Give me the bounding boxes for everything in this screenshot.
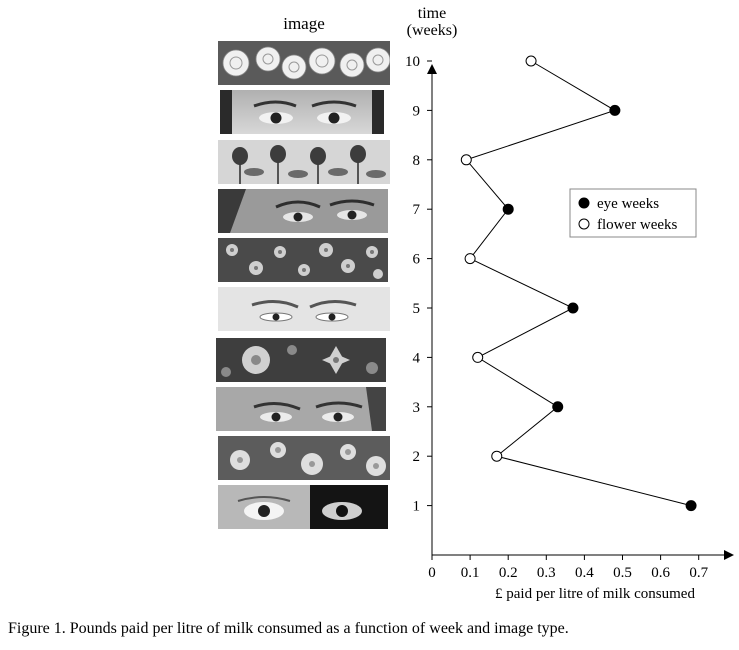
image-column-header: image — [283, 14, 325, 33]
image-strip-week-4-lilies — [216, 338, 386, 382]
y-axis-label-line2: (weeks) — [407, 22, 458, 39]
x-tick-label: 0 — [428, 565, 436, 581]
data-point-week-3-eye — [552, 401, 564, 413]
x-tick-labels: 0 0.1 0.2 0.3 0.4 0.5 0.6 0.7 — [428, 555, 709, 581]
x-tick-label: 0.6 — [651, 565, 670, 581]
y-tick-label: 3 — [413, 400, 421, 416]
image-strip-week-2-flowers — [218, 436, 390, 480]
y-tick-label: 6 — [413, 252, 421, 268]
x-tick-label: 0.5 — [613, 565, 632, 581]
image-strip-week-1-eyes — [218, 485, 388, 529]
legend: eye weeks flower weeks — [569, 188, 697, 238]
data-point-week-4-flower — [472, 351, 484, 363]
image-strip-week-7-eyes — [218, 189, 388, 233]
series-line — [465, 60, 692, 507]
data-point-week-6-flower — [464, 253, 476, 265]
x-tick-label: 0.7 — [689, 565, 708, 581]
data-points — [460, 55, 697, 512]
y-tick-label: 4 — [413, 350, 421, 366]
y-axis-label-line1: time — [418, 5, 446, 22]
data-point-week-8-flower — [460, 154, 472, 166]
image-strip-week-10-roses — [218, 41, 390, 85]
legend-eye-marker — [578, 197, 590, 209]
image-strip-week-6-flowers — [218, 238, 388, 282]
image-strip-week-5-eyes — [218, 287, 390, 331]
data-point-week-5-eye — [567, 302, 579, 314]
y-tick-label: 7 — [413, 202, 421, 218]
data-point-week-10-flower — [525, 55, 537, 67]
y-tick-label: 1 — [413, 499, 421, 515]
x-tick-label: 0.1 — [461, 565, 480, 581]
y-tick-label: 8 — [413, 153, 421, 169]
x-tick-label: 0.3 — [537, 565, 556, 581]
data-point-week-9-eye — [609, 104, 621, 116]
y-tick-label: 10 — [405, 54, 420, 70]
image-strip-week-3-eyes — [216, 387, 386, 431]
x-axis-label: £ paid per litre of milk consumed — [495, 586, 695, 602]
data-point-week-2-flower — [491, 450, 503, 462]
legend-flower-marker — [578, 218, 590, 230]
y-tick-labels: 1 2 3 4 5 6 7 8 9 10 — [405, 54, 432, 515]
x-tick-label: 0.2 — [499, 565, 518, 581]
y-tick-label: 9 — [413, 103, 421, 119]
image-strip-week-9-eyes — [220, 90, 384, 134]
data-point-week-7-eye — [502, 203, 514, 215]
figure-caption: Figure 1. Pounds paid per litre of milk … — [8, 620, 569, 637]
y-tick-label: 2 — [413, 449, 421, 465]
data-point-week-1-eye — [685, 500, 697, 512]
legend-eye-label: eye weeks — [597, 196, 659, 212]
legend-flower-label: flower weeks — [597, 217, 678, 233]
legend-box — [569, 188, 697, 238]
x-tick-label: 0.4 — [575, 565, 594, 581]
image-strip-week-8-tulips — [218, 140, 390, 184]
y-tick-label: 5 — [413, 301, 421, 317]
